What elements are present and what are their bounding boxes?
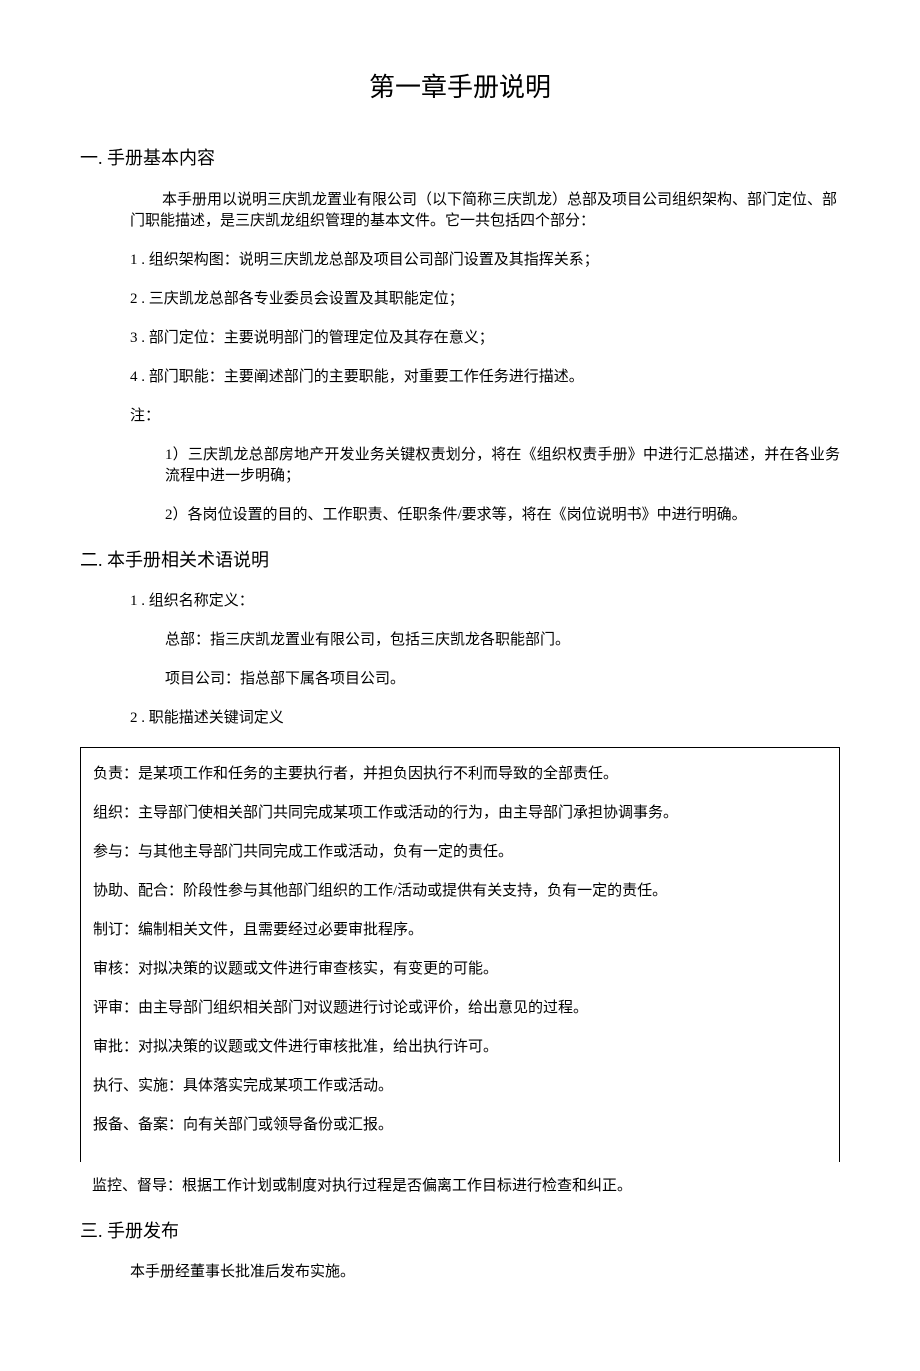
definitions-box: 负责：是某项工作和任务的主要执行者，并担负因执行不利而导致的全部责任。 组织：主… xyxy=(80,747,840,1162)
section-3-body: 本手册经董事长批准后发布实施。 xyxy=(130,1262,840,1283)
def-line-0: 负责：是某项工作和任务的主要执行者，并担负因执行不利而导致的全部责任。 xyxy=(93,764,827,785)
def-line-9: 报备、备案：向有关部门或领导备份或汇报。 xyxy=(93,1115,827,1136)
section-2-item-1: 1 . 组织名称定义： xyxy=(130,591,840,612)
def-line-7: 审批：对拟决策的议题或文件进行审核批准，给出执行许可。 xyxy=(93,1037,827,1058)
def-line-1: 组织：主导部门使相关部门共同完成某项工作或活动的行为，由主导部门承担协调事务。 xyxy=(93,803,827,824)
section-1-item-2: 2 . 三庆凯龙总部各专业委员会设置及其职能定位； xyxy=(130,289,840,310)
def-line-4: 制订：编制相关文件，且需要经过必要审批程序。 xyxy=(93,920,827,941)
section-1-note-1: 1）三庆凯龙总部房地产开发业务关键权责划分，将在《组织权责手册》中进行汇总描述，… xyxy=(165,445,840,487)
section-1-note-2: 2）各岗位设置的目的、工作职责、任职条件/要求等，将在《岗位说明书》中进行明确。 xyxy=(165,505,840,526)
section-3-heading: 三. 手册发布 xyxy=(80,1219,840,1244)
section-2-heading: 二. 本手册相关术语说明 xyxy=(80,548,840,573)
def-line-5: 审核：对拟决策的议题或文件进行审查核实，有变更的可能。 xyxy=(93,959,827,980)
def-line-6: 评审：由主导部门组织相关部门对议题进行讨论或评价，给出意见的过程。 xyxy=(93,998,827,1019)
section-2-outside-def: 监控、督导：根据工作计划或制度对执行过程是否偏离工作目标进行检查和纠正。 xyxy=(92,1176,840,1197)
section-2-def-1a: 总部：指三庆凯龙置业有限公司，包括三庆凯龙各职能部门。 xyxy=(165,630,840,651)
section-2-item-2: 2 . 职能描述关键词定义 xyxy=(130,708,840,729)
section-1-item-3: 3 . 部门定位：主要说明部门的管理定位及其存在意义； xyxy=(130,328,840,349)
section-1-item-1: 1 . 组织架构图：说明三庆凯龙总部及项目公司部门设置及其指挥关系； xyxy=(130,250,840,271)
def-line-3: 协助、配合：阶段性参与其他部门组织的工作/活动或提供有关支持，负有一定的责任。 xyxy=(93,881,827,902)
def-line-2: 参与：与其他主导部门共同完成工作或活动，负有一定的责任。 xyxy=(93,842,827,863)
section-1-intro: 本手册用以说明三庆凯龙置业有限公司（以下简称三庆凯龙）总部及项目公司组织架构、部… xyxy=(130,190,840,232)
section-1-item-4: 4 . 部门职能：主要阐述部门的主要职能，对重要工作任务进行描述。 xyxy=(130,367,840,388)
section-2-def-1b: 项目公司：指总部下属各项目公司。 xyxy=(165,669,840,690)
section-1-note-label: 注： xyxy=(130,406,840,427)
chapter-title: 第一章手册说明 xyxy=(80,70,840,106)
section-1-heading: 一. 手册基本内容 xyxy=(80,146,840,171)
def-line-8: 执行、实施：具体落实完成某项工作或活动。 xyxy=(93,1076,827,1097)
